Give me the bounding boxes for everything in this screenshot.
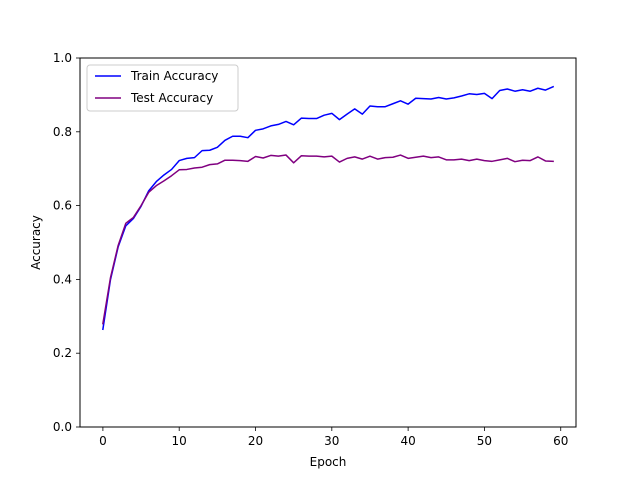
y-axis-label: Accuracy bbox=[29, 215, 43, 270]
y-tick-label: 1.0 bbox=[53, 51, 72, 65]
axes-frame bbox=[79, 57, 577, 428]
series-layer bbox=[102, 85, 555, 331]
legend-box bbox=[86, 64, 239, 112]
plot-area: 0 10 20 30 40 50 60 0.0 0.2 0.4 0.6 0.8 1.0 bbox=[53, 51, 577, 448]
y-axis-ticks: 0.0 0.2 0.4 0.6 0.8 1.0 bbox=[53, 51, 80, 434]
x-tick-label: 20 bbox=[248, 434, 263, 448]
x-axis-label: Epoch bbox=[310, 455, 347, 469]
legend-label-train-accuracy: Train Accuracy bbox=[130, 69, 218, 83]
x-tick-label: 50 bbox=[477, 434, 492, 448]
x-tick-label: 0 bbox=[99, 434, 107, 448]
x-axis-ticks: 0 10 20 30 40 50 60 bbox=[99, 427, 568, 448]
legend-label-test-accuracy: Test Accuracy bbox=[130, 91, 213, 105]
x-tick-label: 10 bbox=[172, 434, 187, 448]
y-tick-label: 0.6 bbox=[53, 199, 72, 213]
y-tick-label: 0.4 bbox=[53, 272, 72, 286]
series-line-train-accuracy bbox=[102, 85, 555, 331]
legend: Train Accuracy Test Accuracy bbox=[86, 64, 239, 112]
y-tick-label: 0.8 bbox=[53, 125, 72, 139]
x-tick-label: 30 bbox=[324, 434, 339, 448]
x-tick-label: 60 bbox=[553, 434, 568, 448]
y-tick-label: 0.0 bbox=[53, 420, 72, 434]
series-line-test-accuracy bbox=[102, 154, 554, 325]
x-tick-label: 40 bbox=[400, 434, 415, 448]
y-tick-label: 0.2 bbox=[53, 346, 72, 360]
